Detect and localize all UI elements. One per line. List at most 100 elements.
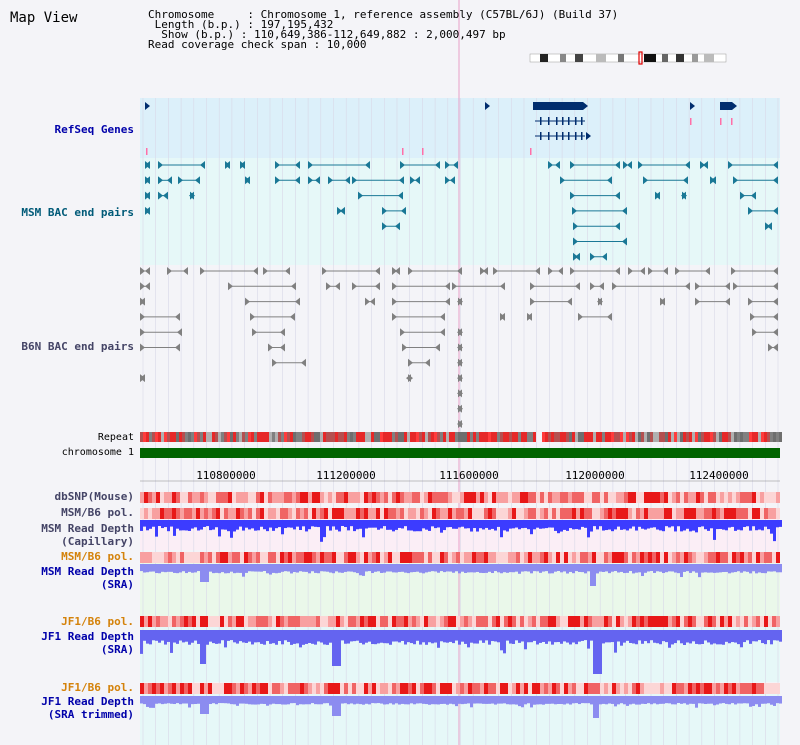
snp-density-cell (496, 683, 500, 694)
bac-end (711, 176, 716, 185)
snp-density-cell (700, 616, 704, 627)
read-depth-bar (617, 696, 620, 705)
snp-density-cell (536, 616, 540, 627)
bac-end (453, 161, 458, 169)
read-depth-bar (497, 696, 500, 704)
snp-density-cell (740, 616, 744, 627)
snp-density-cell (464, 508, 468, 519)
bac-end (140, 343, 145, 352)
track-label-msm-bac[interactable]: MSM BAC end pairs (21, 206, 134, 219)
snp-density-cell (692, 683, 696, 694)
track-label-msm-b6-pol-2[interactable]: MSM/B6 pol. (61, 550, 134, 563)
read-depth-bar (446, 630, 449, 643)
snp-density-cell (152, 552, 156, 563)
read-depth-bar (569, 520, 572, 529)
read-depth-bar (284, 696, 287, 705)
read-depth-bar (650, 696, 653, 705)
read-depth-bar (707, 564, 710, 573)
snp-density-cell (772, 552, 776, 563)
repeat-segment (767, 432, 770, 442)
b6n-bac-features[interactable] (140, 267, 778, 428)
track-label-msm-b6-pol[interactable]: MSM/B6 pol. (61, 506, 134, 519)
read-depth-bar (686, 696, 689, 705)
bac-end (328, 176, 333, 185)
snp-density-cell (176, 508, 180, 519)
repeat-segment (593, 432, 596, 442)
repeat-bar[interactable] (140, 432, 782, 442)
chromosome-ideogram[interactable] (529, 51, 727, 65)
read-depth-bar (641, 696, 644, 704)
snp-density-cell (608, 508, 612, 519)
read-depth-bar (719, 630, 722, 645)
snp-density-cell (648, 552, 652, 563)
snp-density-cell (664, 492, 668, 503)
read-depth-bar (386, 564, 389, 572)
track-label-jf1-b6-pol-2[interactable]: JF1/B6 pol. (61, 681, 134, 694)
repeat-segment (533, 432, 536, 442)
bac-end (748, 206, 753, 215)
track-label-msm-cap-depth[interactable]: MSM Read Depth (41, 522, 134, 535)
snp-density-cell (528, 552, 532, 563)
read-depth-bar (236, 630, 239, 644)
track-label-jf1-b6-pol[interactable]: JF1/B6 pol. (61, 615, 134, 628)
read-depth-bar (383, 630, 386, 644)
read-depth-bar (200, 520, 203, 530)
snp-density-cell (352, 492, 356, 503)
snp-density-cell (432, 492, 436, 503)
bac-end (145, 206, 150, 215)
read-depth-bar (359, 564, 362, 576)
read-depth-bar (278, 696, 281, 705)
chromosome-bar[interactable] (140, 448, 780, 458)
snp-density-cell (724, 492, 728, 503)
snp-density-cell (716, 508, 720, 519)
bac-end (655, 191, 660, 200)
bac-end (145, 282, 150, 291)
snp-density-cell (748, 683, 752, 694)
read-depth-bar (368, 630, 371, 642)
snp-density-cell (328, 683, 332, 694)
read-depth-bar (698, 520, 701, 528)
snp-density-cell (196, 552, 200, 563)
data-strips[interactable] (140, 492, 780, 694)
read-depth-bar (248, 564, 251, 572)
msm-bac-features[interactable] (145, 161, 778, 261)
read-depth-bar (431, 696, 434, 705)
snp-density-cell (292, 492, 296, 503)
repeat-segment (500, 432, 503, 442)
repeat-segment (566, 432, 569, 442)
read-depth-bar (404, 520, 407, 527)
snp-density-cell (332, 552, 336, 563)
read-depth-bar (284, 564, 287, 572)
snp-density-cell (412, 683, 416, 694)
track-label-jf1-trim-depth[interactable]: JF1 Read Depth (41, 695, 134, 708)
snp-density-cell (212, 683, 216, 694)
snp-density-cell (652, 508, 656, 519)
refseq-gene-features[interactable] (145, 102, 737, 155)
read-depth-bar (758, 564, 761, 573)
snp-density-cell (416, 616, 420, 627)
snp-density-cell (560, 492, 564, 503)
read-depth-bar (461, 564, 464, 572)
page-title: Map View (10, 10, 78, 26)
read-depth-bar (287, 696, 290, 705)
repeat-segment (233, 432, 236, 442)
snp-density-cell (172, 683, 176, 694)
track-label-b6n-bac[interactable]: B6N BAC end pairs (21, 340, 134, 353)
track-label-dbsnp[interactable]: dbSNP(Mouse) (54, 490, 134, 503)
repeat-segment (542, 432, 545, 442)
snp-density-cell (264, 492, 268, 503)
snp-density-cell (276, 508, 280, 519)
read-depth-bar (692, 630, 695, 642)
snp-density-cell (252, 508, 256, 519)
track-label-jf1-sra-depth[interactable]: JF1 Read Depth (41, 630, 134, 643)
repeat-segment (686, 432, 689, 442)
track-label-refseq[interactable]: RefSeq Genes (54, 123, 134, 136)
read-depth-bar (221, 696, 224, 704)
read-depth-bar (164, 520, 167, 528)
read-depth-plots[interactable] (140, 520, 782, 718)
read-depth-bar (311, 696, 314, 704)
read-depth-bar (161, 520, 164, 529)
track-label-msm-sra-depth[interactable]: MSM Read Depth (41, 565, 134, 578)
repeat-segment (548, 432, 551, 442)
